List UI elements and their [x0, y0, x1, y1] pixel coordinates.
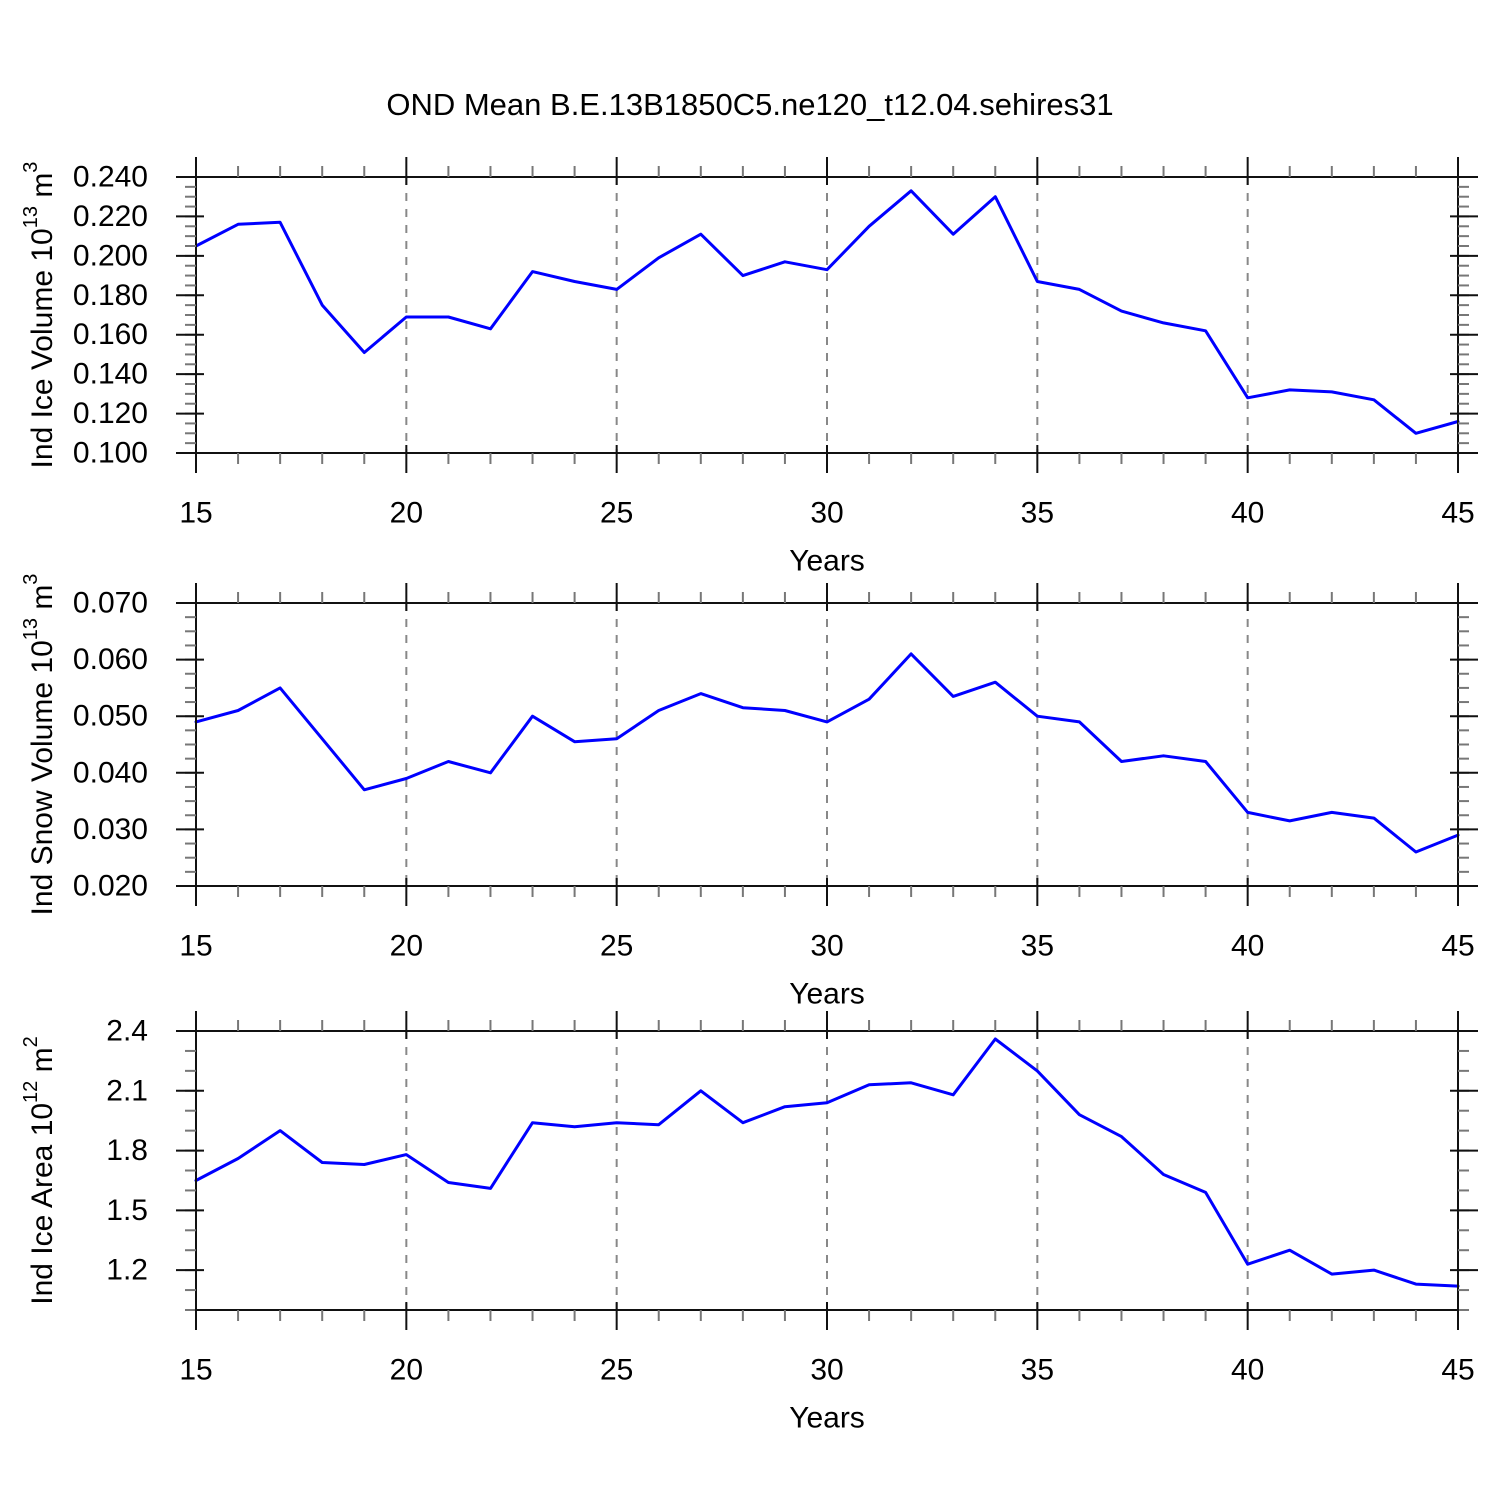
ind-snow-volume-ytick-label: 0.030 — [73, 813, 148, 846]
ind-ice-volume-ytick-label: 0.220 — [73, 200, 148, 233]
ind-snow-volume-ytick-label: 0.040 — [73, 756, 148, 789]
ind-snow-volume-xtick-label: 30 — [810, 930, 843, 963]
ind-snow-volume-xtick-label: 40 — [1231, 930, 1264, 963]
ind-ice-volume-ytick-label: 0.100 — [73, 437, 148, 470]
ind-snow-volume-ytick-label: 0.050 — [73, 700, 148, 733]
ind-ice-volume-xtick-label: 15 — [179, 497, 212, 530]
ind-snow-volume-xaxis-title: Years — [789, 978, 865, 1011]
ind-ice-area-xtick-label: 15 — [179, 1354, 212, 1387]
ind-ice-area-line — [194, 1037, 1460, 1288]
ind-snow-volume-xtick-label: 15 — [179, 930, 212, 963]
ind-snow-volume-yaxis-title: Ind Snow Volume 1013 m3 — [20, 574, 59, 916]
panel-ind-ice-area: 1.2 1.5 1.8 2.1 2.4 15 20 25 30 35 40 45 Years Ind Ic… — [20, 1011, 1478, 1435]
ind-snow-volume-xtick-label: 20 — [390, 930, 423, 963]
ind-ice-area-xtick-label: 40 — [1231, 1354, 1264, 1387]
ind-ice-volume-ytick-label: 0.140 — [73, 358, 148, 391]
ind-snow-volume-ytick-label: 0.060 — [73, 643, 148, 676]
ind-ice-area-ytick-label: 1.5 — [106, 1194, 148, 1227]
ind-ice-area-xtick-label: 30 — [810, 1354, 843, 1387]
ind-ice-area-plot-box — [195, 1030, 1459, 1311]
ind-ice-area-ytick-label: 2.1 — [106, 1074, 148, 1107]
ind-ice-area-ytick-label: 2.4 — [106, 1015, 148, 1048]
ind-ice-volume-ytick-label: 0.180 — [73, 279, 148, 312]
ind-ice-volume-xtick-label: 45 — [1441, 497, 1474, 530]
ind-snow-volume-line — [194, 652, 1460, 854]
ind-ice-volume-xaxis-title: Years — [789, 545, 865, 578]
ind-ice-area-yaxis-title: Ind Ice Area 1012 m2 — [20, 1036, 59, 1305]
ind-ice-area-ytick-label: 1.8 — [106, 1134, 148, 1167]
ind-ice-volume-ytick-label: 0.160 — [73, 318, 148, 351]
ind-ice-volume-ytick-label: 0.200 — [73, 239, 148, 272]
ind-ice-volume-xtick-label: 30 — [810, 497, 843, 530]
ind-ice-volume-yaxis-title: Ind Ice Volume 1013 m3 — [20, 162, 59, 469]
ind-ice-volume-xtick-label: 25 — [600, 497, 633, 530]
ind-snow-volume-xtick-label: 25 — [600, 930, 633, 963]
panel-ind-ice-volume: 0.100 0.120 0.140 0.160 0.180 0.200 0.220 0.240… — [20, 157, 1478, 578]
ind-ice-volume-ytick-label: 0.240 — [73, 161, 148, 194]
ind-snow-volume-ytick-label: 0.070 — [73, 587, 148, 620]
chart-title: OND Mean B.E.13B1850C5.ne120_t12.04.sehi… — [386, 87, 1114, 122]
ind-ice-volume-line — [194, 189, 1460, 435]
ind-ice-volume-xtick-label: 40 — [1231, 497, 1264, 530]
ind-ice-area-xtick-label: 25 — [600, 1354, 633, 1387]
ind-ice-area-xtick-label: 45 — [1441, 1354, 1474, 1387]
ind-snow-volume-xtick-label: 35 — [1021, 930, 1054, 963]
ind-snow-volume-ytick-label: 0.020 — [73, 870, 148, 903]
panel-ind-snow-volume: 0.020 0.030 0.040 0.050 0.060 0.070 15 20 25 30 35… — [20, 574, 1478, 1011]
ind-snow-volume-xtick-label: 45 — [1441, 930, 1474, 963]
ind-ice-area-xtick-label: 20 — [390, 1354, 423, 1387]
ind-ice-volume-ytick-label: 0.120 — [73, 397, 148, 430]
ind-ice-volume-plot-box — [195, 176, 1459, 454]
ind-ice-area-xtick-label: 35 — [1021, 1354, 1054, 1387]
ind-ice-volume-xtick-label: 20 — [390, 497, 423, 530]
ind-ice-area-xaxis-title: Years — [789, 1402, 865, 1435]
ind-ice-area-ytick-label: 1.2 — [106, 1254, 148, 1287]
ind-ice-volume-xtick-label: 35 — [1021, 497, 1054, 530]
